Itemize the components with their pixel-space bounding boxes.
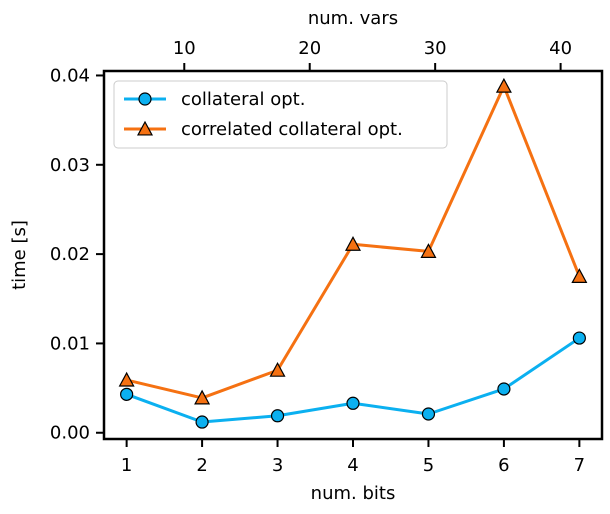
data-point-circle bbox=[270, 409, 285, 423]
legend-marker bbox=[138, 92, 152, 106]
plot-area bbox=[118, 77, 588, 429]
y-tick-label: 0.03 bbox=[50, 155, 90, 176]
data-point-circle bbox=[346, 396, 360, 410]
legend-label: correlated collateral opt. bbox=[181, 119, 403, 140]
data-point-circle bbox=[572, 331, 586, 345]
x-tick-label: 5 bbox=[423, 455, 434, 476]
legend-box bbox=[113, 80, 448, 149]
y-tick-label: 0.00 bbox=[50, 423, 90, 444]
x-tick-label: 4 bbox=[347, 455, 358, 476]
x-tick-label: 2 bbox=[196, 455, 207, 476]
y-axis-title: time [s] bbox=[9, 220, 30, 290]
x-axis-title: num. bits bbox=[311, 483, 396, 504]
x-tick-label: 1 bbox=[121, 455, 132, 476]
y-tick-label: 0.02 bbox=[50, 244, 90, 265]
top-x-tick-label: 40 bbox=[549, 38, 572, 59]
data-point-triangle bbox=[194, 389, 211, 405]
data-point-circle bbox=[497, 382, 511, 396]
data-point-triangle bbox=[420, 243, 437, 258]
data-point-triangle bbox=[344, 236, 362, 251]
data-point-triangle bbox=[269, 361, 286, 377]
legend-marker bbox=[136, 120, 154, 136]
legend-label: collateral opt. bbox=[181, 89, 305, 110]
top-x-axis-title: num. vars bbox=[308, 8, 398, 29]
y-tick-label: 0.01 bbox=[50, 333, 90, 354]
x-tick-label: 7 bbox=[574, 455, 585, 476]
axis-ticks: 1 2 3 4 5 6 7 10 20 30 40 0.00 0.01 0.02 0.03 0.04 bbox=[50, 38, 585, 476]
top-x-tick-label: 30 bbox=[424, 38, 447, 59]
data-point-circle bbox=[421, 407, 436, 421]
data-point-triangle bbox=[495, 77, 512, 93]
data-point-triangle bbox=[118, 371, 135, 387]
top-x-tick-label: 10 bbox=[173, 38, 196, 59]
top-x-tick-label: 20 bbox=[298, 38, 321, 59]
x-tick-label: 6 bbox=[498, 455, 509, 476]
y-tick-label: 0.04 bbox=[50, 65, 90, 86]
data-point-circle bbox=[120, 387, 134, 401]
series-1 bbox=[120, 331, 586, 429]
data-point-circle bbox=[195, 415, 209, 429]
series-2 bbox=[118, 77, 588, 405]
legend: collateral opt. correlated collateral opt… bbox=[113, 80, 448, 149]
data-point-triangle bbox=[571, 268, 588, 283]
x-tick-label: 3 bbox=[272, 455, 283, 476]
